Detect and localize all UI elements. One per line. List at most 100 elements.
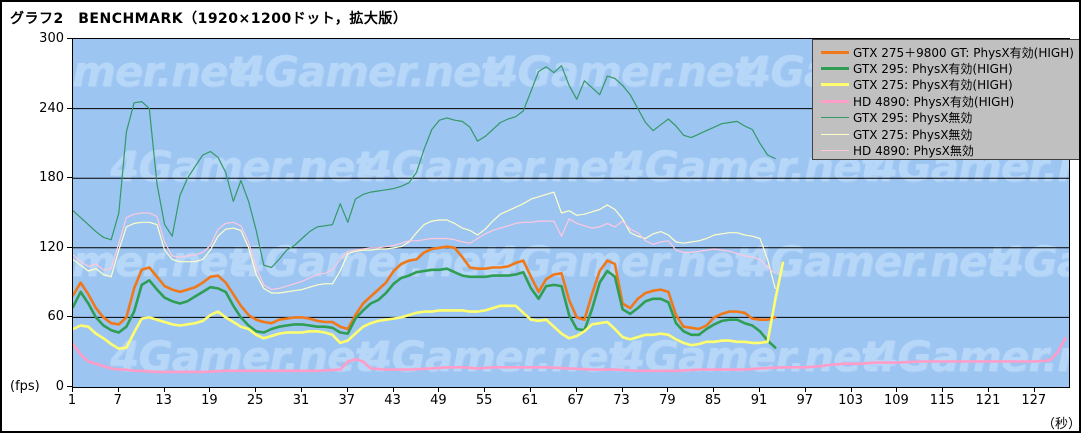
series-line-2 — [73, 261, 785, 351]
y-tick-mark — [67, 177, 72, 179]
x-tick-mark — [942, 387, 944, 392]
x-tick-mark — [255, 387, 257, 392]
legend-label: GTX 275＋9800 GT: PhysX有効(HIGH) — [853, 45, 1074, 60]
x-tick-label-115: 115 — [929, 393, 955, 408]
legend-line-swatch — [821, 67, 849, 71]
x-tick-mark — [438, 387, 440, 392]
legend-line-swatch — [821, 133, 849, 135]
y-tick-label-180: 180 — [39, 170, 64, 186]
x-tick-label-49: 49 — [430, 393, 447, 408]
legend-row-0: GTX 275＋9800 GT: PhysX有効(HIGH) — [821, 44, 1079, 60]
series-line-6 — [73, 212, 776, 291]
x-tick-label-19: 19 — [201, 393, 218, 408]
x-tick-label-73: 73 — [613, 393, 630, 408]
y-tick-mark — [67, 38, 72, 39]
legend-label: GTX 275: PhysX無効 — [853, 127, 973, 142]
x-tick-label-1: 1 — [67, 393, 77, 408]
watermark-text: 4Gamer.net — [363, 142, 627, 191]
y-tick-label-240: 240 — [39, 100, 64, 116]
x-tick-mark — [804, 387, 806, 392]
x-tick-label-67: 67 — [567, 393, 585, 408]
x-tick-mark — [209, 387, 211, 392]
legend-label: GTX 295: PhysX無効 — [853, 111, 973, 126]
x-tick-mark — [1033, 387, 1035, 392]
x-tick-label-109: 109 — [883, 393, 909, 408]
y-tick-label-60: 60 — [47, 309, 64, 325]
legend-line-swatch — [821, 83, 849, 87]
x-tick-mark — [621, 387, 623, 392]
x-tick-mark — [484, 387, 486, 392]
watermark-text: 4Gamer.net — [363, 332, 627, 381]
legend-label: GTX 295: PhysX有効(HIGH) — [853, 62, 1013, 77]
series-line-4 — [73, 65, 776, 269]
x-tick-mark — [72, 387, 73, 392]
legend-line-swatch — [821, 50, 849, 54]
legend-row-2: GTX 275: PhysX有効(HIGH) — [821, 77, 1079, 93]
watermark-text: 4Gamer.net — [489, 237, 753, 286]
legend-row-5: GTX 275: PhysX無効 — [821, 126, 1079, 142]
x-tick-mark — [163, 387, 165, 392]
series-line-1 — [73, 267, 777, 349]
x-tick-mark — [529, 387, 531, 392]
legend-line-swatch — [821, 150, 849, 152]
legend-row-4: GTX 295: PhysX無効 — [821, 110, 1079, 126]
x-tick-mark — [575, 387, 577, 392]
y-axis-unit-label: (fps) — [10, 379, 40, 394]
y-tick-mark — [67, 246, 72, 248]
x-tick-label-103: 103 — [838, 393, 863, 408]
x-tick-label-25: 25 — [246, 393, 264, 408]
legend-row-6: HD 4890: PhysX無効 — [821, 142, 1079, 158]
y-tick-mark — [67, 316, 72, 318]
watermark-text: 4Gamer.net — [72, 237, 247, 286]
watermark-text: 4Gamer.net — [236, 47, 500, 96]
x-tick-mark — [667, 387, 669, 392]
legend-line-swatch — [821, 117, 849, 119]
watermark-text: 4Gamer.net — [72, 47, 247, 96]
x-tick-mark — [896, 387, 898, 392]
x-tick-label-127: 127 — [1021, 393, 1047, 408]
legend-row-1: GTX 295: PhysX有効(HIGH) — [821, 60, 1079, 76]
x-tick-label-97: 97 — [796, 393, 814, 408]
y-tick-mark — [67, 107, 72, 109]
x-tick-mark — [758, 387, 760, 392]
legend-label: HD 4890: PhysX有効(HIGH) — [853, 94, 1015, 109]
y-tick-label-300: 300 — [39, 31, 64, 46]
watermark-text: 4Gamer.net — [869, 332, 1069, 381]
x-tick-mark — [713, 387, 715, 392]
x-tick-label-13: 13 — [155, 393, 172, 408]
watermark-text: 4Gamer.net — [995, 237, 1069, 286]
series-line-5 — [73, 191, 776, 294]
x-tick-mark — [300, 387, 302, 392]
x-axis-unit-label: （秒） — [1042, 417, 1081, 432]
y-tick-label-120: 120 — [39, 239, 64, 255]
x-tick-mark — [346, 387, 348, 392]
chart-canvas — [73, 65, 1069, 374]
x-tick-mark — [392, 387, 394, 392]
x-tick-label-37: 37 — [338, 393, 356, 408]
watermark-text: 4Gamer.net — [742, 237, 1006, 286]
y-tick-mark — [67, 386, 72, 387]
x-tick-label-85: 85 — [704, 393, 722, 408]
legend-label: HD 4890: PhysX無効 — [853, 144, 974, 159]
x-tick-label-61: 61 — [521, 393, 539, 408]
watermark-text: 4Gamer.net — [236, 237, 500, 286]
legend-label: GTX 275: PhysX有効(HIGH) — [853, 78, 1013, 93]
y-tick-label-0: 0 — [55, 379, 64, 394]
x-tick-label-121: 121 — [975, 393, 1001, 408]
watermark-text: 4Gamer.net — [616, 332, 880, 381]
legend: GTX 275＋9800 GT: PhysX有効(HIGH) GTX 295: P… — [812, 39, 1079, 160]
x-tick-label-7: 7 — [113, 393, 122, 408]
x-tick-mark — [850, 387, 852, 392]
x-tick-label-43: 43 — [384, 393, 401, 408]
x-tick-label-31: 31 — [292, 393, 310, 408]
chart-title: グラフ2 BENCHMARK（1920×1200ドット，拡大版） — [10, 11, 408, 27]
x-tick-mark — [987, 387, 989, 392]
legend-line-swatch — [821, 99, 849, 103]
series-line-0 — [73, 245, 777, 331]
legend-row-3: HD 4890: PhysX有効(HIGH) — [821, 93, 1079, 109]
watermark-text: 4Gamer.net — [489, 47, 753, 96]
x-tick-label-79: 79 — [659, 393, 676, 408]
x-tick-label-91: 91 — [750, 393, 768, 408]
x-tick-mark — [117, 387, 119, 392]
